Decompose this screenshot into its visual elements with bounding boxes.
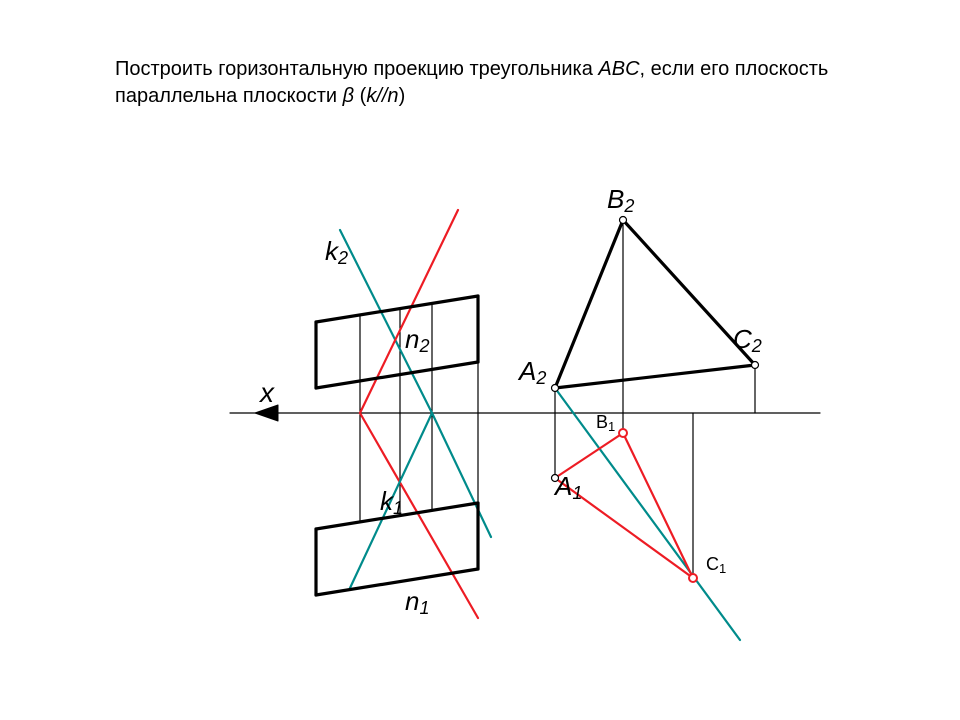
- diagram-element: [552, 385, 559, 392]
- diagram-element: C1: [706, 554, 726, 576]
- diagram-element: [689, 574, 697, 582]
- diagram-element: A2: [517, 356, 546, 388]
- diagram-element: [316, 569, 478, 595]
- diagram-element: [316, 362, 478, 388]
- diagram-element: C2: [733, 324, 762, 356]
- diagram-element: x: [258, 377, 275, 408]
- diagram-element: [432, 413, 491, 537]
- diagram-element: [555, 433, 693, 578]
- diagram-element: A1: [553, 471, 582, 503]
- diagram-element: [752, 362, 759, 369]
- diagram-element: n2: [405, 324, 429, 356]
- diagram-element: [316, 296, 478, 322]
- geometry-diagram: xk2n2k1n1A2B2C2A1B1C1: [0, 0, 960, 720]
- diagram-element: [620, 217, 627, 224]
- diagram-element: [555, 220, 755, 388]
- diagram-element: n1: [405, 586, 429, 618]
- diagram-element: B1: [596, 412, 615, 434]
- diagram-element: [619, 429, 627, 437]
- diagram-element: [340, 230, 432, 413]
- diagram-element: [555, 388, 740, 640]
- diagram-element: B2: [607, 184, 634, 216]
